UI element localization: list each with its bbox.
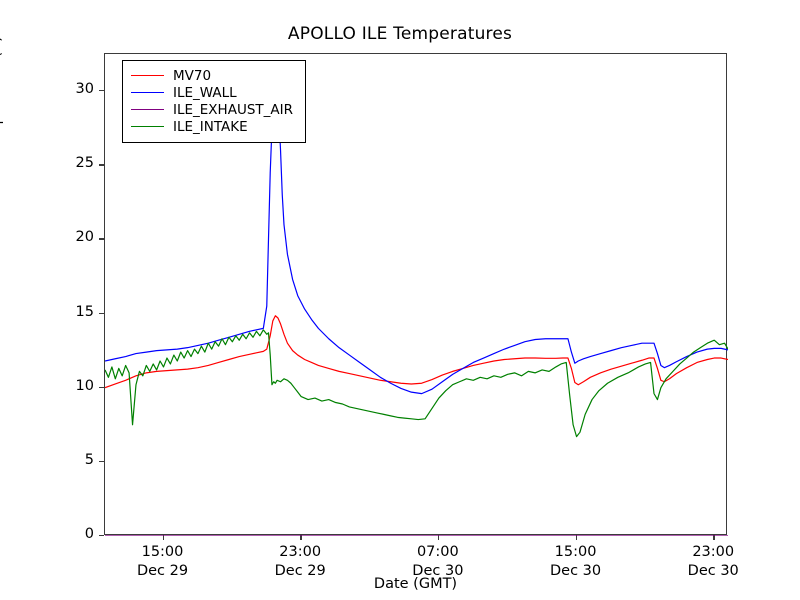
legend-item: MV70: [131, 67, 293, 84]
y-tick-mark: [99, 238, 104, 240]
y-tick-label: 10: [75, 377, 94, 394]
x-tick-label: 23:00 Dec 30: [653, 543, 773, 581]
y-tick-mark: [99, 460, 104, 463]
x-tick-label: 15:00 Dec 29: [103, 543, 223, 581]
chart-legend: MV70 ILE_WALL ILE_EXHAUST_AIR ILE_INTAKE: [122, 60, 306, 143]
legend-swatch: [131, 92, 164, 93]
x-tick-time: 07:00: [416, 544, 459, 560]
x-tick-mark: [300, 535, 302, 540]
legend-label: ILE_EXHAUST_AIR: [173, 101, 293, 118]
legend-item: ILE_EXHAUST_AIR: [131, 101, 293, 118]
x-tick-mark: [575, 535, 577, 540]
series-line-ile-intake: [105, 330, 728, 437]
y-tick-mark: [99, 535, 104, 537]
x-tick-date: Dec 29: [136, 563, 189, 579]
legend-swatch: [131, 75, 164, 76]
y-tick-label: 5: [84, 451, 94, 468]
x-tick-label: 07:00 Dec 30: [378, 543, 498, 581]
legend-item: ILE_INTAKE: [131, 118, 293, 135]
x-tick-mark: [437, 535, 440, 540]
legend-swatch: [131, 126, 164, 127]
x-tick-time: 23:00: [279, 544, 322, 560]
x-tick-time: 15:00: [141, 544, 184, 560]
legend-item: ILE_WALL: [131, 84, 293, 101]
x-tick-mark: [713, 535, 715, 540]
x-axis-label: Date (GMT): [373, 576, 458, 592]
y-tick-mark: [99, 164, 104, 166]
x-tick-label: 15:00 Dec 30: [516, 543, 636, 581]
x-tick-date: Dec 30: [687, 563, 739, 579]
legend-label: ILE_INTAKE: [173, 118, 248, 135]
legend-label: MV70: [173, 67, 212, 84]
legend-swatch: [131, 109, 164, 110]
y-tick-mark: [99, 386, 104, 389]
y-tick-label: 15: [75, 303, 94, 320]
chart-title: APOLLO ILE Temperatures: [287, 24, 513, 44]
y-tick-label: 0: [84, 526, 94, 542]
x-tick-time: 23:00: [692, 544, 735, 560]
x-tick-mark: [162, 535, 164, 540]
series-line-mv70: [105, 316, 728, 388]
x-tick-date: Dec 29: [274, 563, 326, 579]
series-line-ile-wall: [105, 110, 728, 393]
y-tick-label: 30: [75, 81, 94, 98]
y-tick-mark: [99, 90, 104, 92]
y-axis-label: Temperature (C): [0, 36, 4, 154]
y-tick-label: 25: [75, 155, 94, 172]
x-tick-date: Dec 30: [412, 563, 464, 579]
y-tick-label: 20: [75, 229, 94, 246]
x-tick-date: Dec 30: [549, 563, 602, 579]
x-tick-time: 15:00: [554, 544, 597, 560]
series-lines: [105, 54, 728, 536]
legend-label: ILE_WALL: [173, 84, 237, 101]
x-tick-label: 23:00 Dec 29: [240, 543, 360, 581]
y-tick-mark: [99, 312, 104, 314]
